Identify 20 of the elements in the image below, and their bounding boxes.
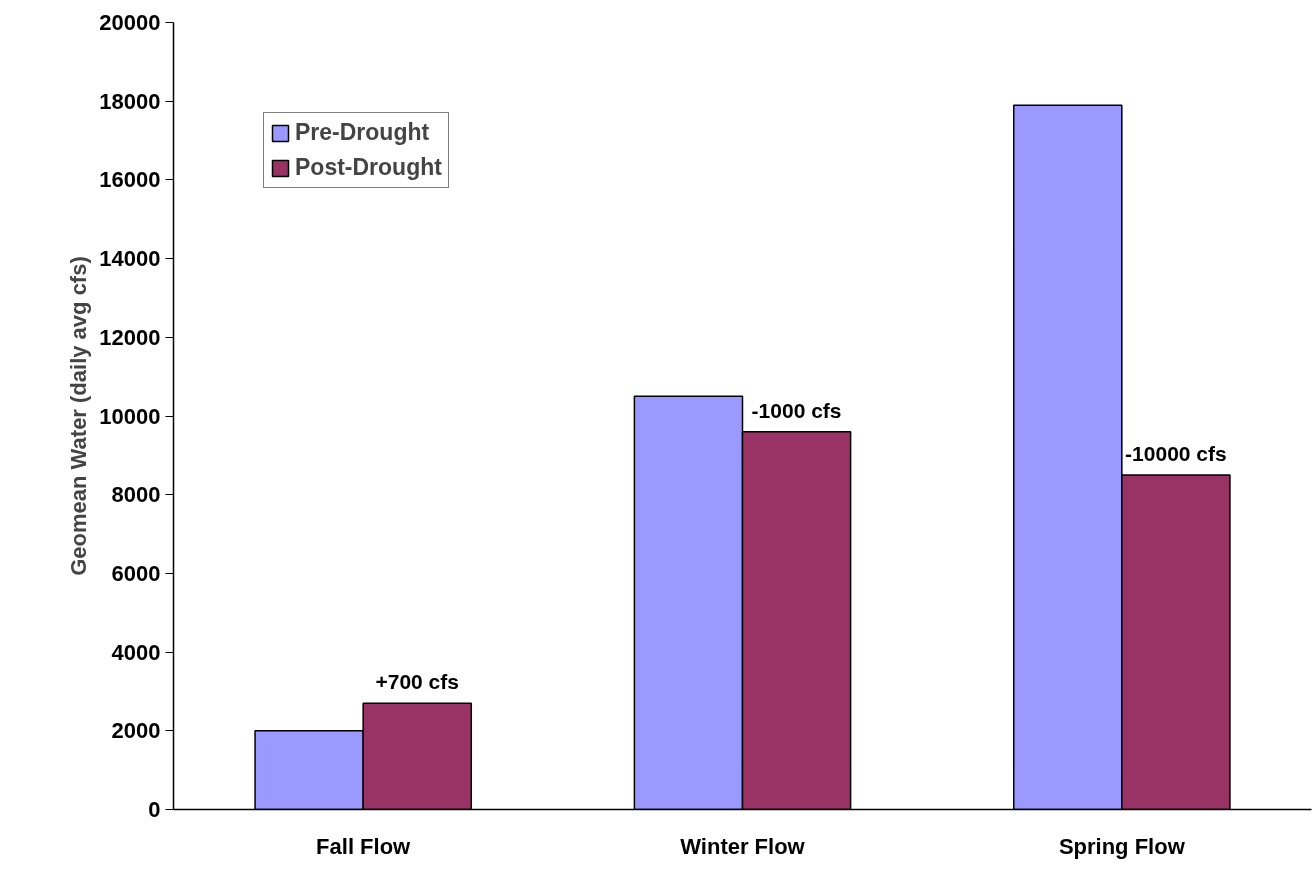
y-tick-label: 4000 — [111, 639, 161, 665]
y-tick-label: 12000 — [99, 324, 161, 350]
annotation: -10000 cfs — [1125, 442, 1227, 466]
y-tick-label: 18000 — [99, 88, 161, 114]
x-tick-label: Spring Flow — [1058, 833, 1186, 859]
y-axis-title: Geomean Water (daily avg cfs) — [66, 256, 92, 576]
y-tick-label: 20000 — [99, 10, 161, 35]
legend-label: Pre-Drought — [295, 119, 430, 146]
y-tick-label: 2000 — [111, 718, 161, 744]
y-tick-label: 16000 — [99, 167, 161, 193]
x-tick-label: Winter Flow — [680, 833, 806, 859]
annotation: +700 cfs — [375, 670, 459, 694]
y-tick-label: 10000 — [99, 403, 161, 429]
annotation: -1000 cfs — [751, 398, 842, 422]
y-tick-label: 8000 — [111, 482, 161, 508]
x-tick-label: Fall Flow — [316, 833, 412, 859]
y-tick-label: 14000 — [99, 246, 161, 272]
y-tick-label: 6000 — [111, 560, 161, 586]
legend-label: Post-Drought — [295, 154, 442, 181]
y-tick-label: 0 — [148, 797, 161, 822]
